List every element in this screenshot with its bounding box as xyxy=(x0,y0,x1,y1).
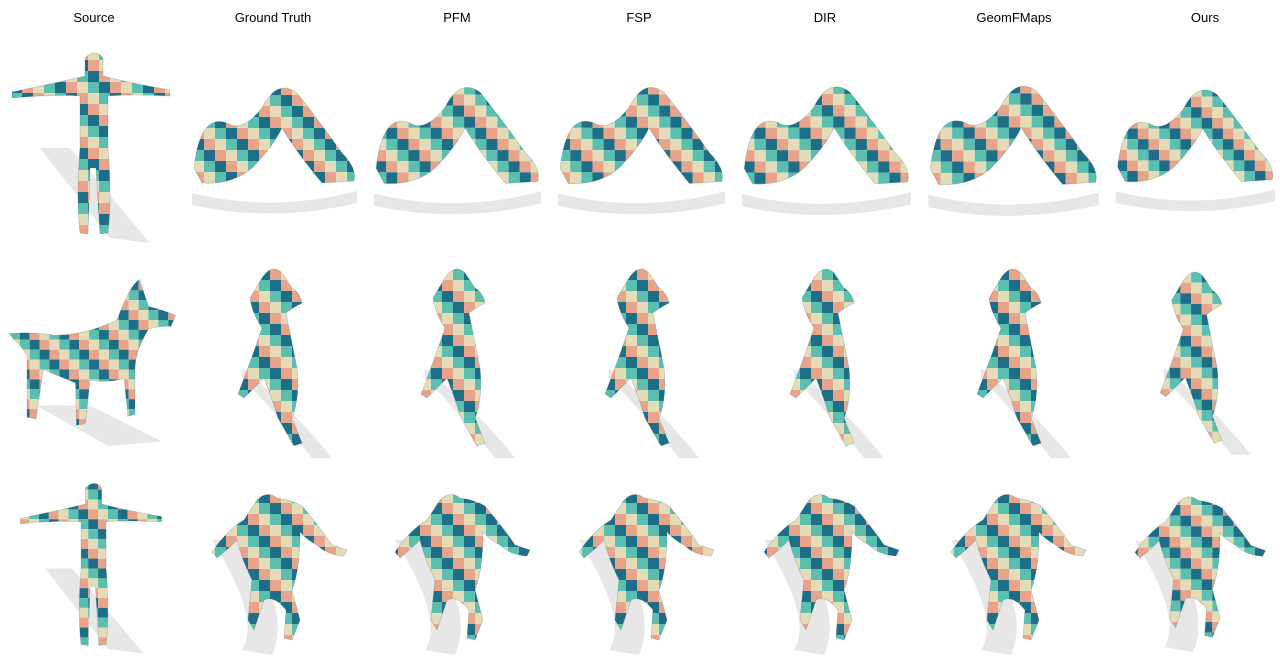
ground-shadow xyxy=(212,540,278,655)
human-yoga-pfm-cell xyxy=(364,38,546,248)
yoga-pose-render xyxy=(742,86,911,216)
human-dance-ours-cell xyxy=(1106,470,1280,658)
column-header: Source Ground Truth PFM FSP DIR GeomFMap… xyxy=(0,10,1280,30)
shape-outline xyxy=(604,268,670,447)
shape-outline xyxy=(193,87,355,184)
dog-dir-cell xyxy=(732,258,916,463)
ground-shadow xyxy=(36,405,162,446)
ground-shadow xyxy=(579,540,645,655)
results-grid xyxy=(0,38,1280,658)
dance-pose-render xyxy=(211,494,348,655)
human-yoga-geomfmaps-cell xyxy=(918,38,1104,248)
ground-shadow xyxy=(928,192,1099,216)
human-tpose-source-render xyxy=(11,52,171,243)
human-yoga-ours-cell xyxy=(1106,38,1280,248)
ground-shadow xyxy=(40,148,150,243)
col-label-dir: DIR xyxy=(813,10,837,25)
dog-sitting-render xyxy=(604,268,699,458)
shape-outline xyxy=(237,268,303,447)
col-label-ours: Ours xyxy=(1190,10,1220,25)
dog-geomfmaps-cell xyxy=(918,258,1104,463)
checker-texture xyxy=(790,269,854,446)
shape-outline xyxy=(559,87,723,185)
checker-texture xyxy=(421,269,485,446)
dog-sitting-render xyxy=(976,268,1071,458)
dog-sitting-render xyxy=(789,268,884,458)
col-label-geomfmaps: GeomFMaps xyxy=(976,10,1052,25)
dog-sitting-render xyxy=(420,268,515,458)
dog-ours-cell xyxy=(1106,258,1280,463)
ground-shadow xyxy=(45,568,144,654)
checker-texture xyxy=(977,269,1041,446)
checker-texture xyxy=(605,269,669,446)
ground-shadow xyxy=(742,192,911,216)
dog-sitting-render xyxy=(1159,271,1251,455)
col-label-source: Source xyxy=(73,10,115,25)
human-dance-fsp-cell xyxy=(548,470,730,658)
dance-pose-render xyxy=(1134,496,1267,652)
shape-outline xyxy=(950,494,1087,641)
yoga-pose-render xyxy=(1115,89,1276,212)
human-dance-ground-truth-cell xyxy=(182,470,362,658)
dog-standing-source-render xyxy=(8,278,176,446)
col-label-pfm: PFM xyxy=(443,10,471,25)
dance-pose-render xyxy=(578,494,715,655)
dog-fsp-cell xyxy=(548,258,730,463)
shape-outline xyxy=(578,494,715,641)
dog-pfm-cell xyxy=(364,258,546,463)
ground-shadow xyxy=(951,540,1017,655)
shape-outline xyxy=(763,494,900,641)
dance-pose-render xyxy=(394,494,531,655)
col-label-ground-truth: Ground Truth xyxy=(234,10,312,25)
dance-pose-render xyxy=(950,494,1087,655)
ground-shadow xyxy=(192,191,357,214)
ground-shadow xyxy=(1115,189,1276,212)
shape-outline xyxy=(11,52,171,235)
shape-outline xyxy=(420,268,486,447)
yoga-pose-render xyxy=(558,87,725,215)
col-label-fsp: FSP xyxy=(626,10,652,25)
ground-shadow xyxy=(764,540,830,655)
shape-outline xyxy=(1117,89,1274,183)
ground-shadow xyxy=(1135,540,1199,652)
shape-outline xyxy=(929,85,1097,185)
checker-texture xyxy=(12,53,170,234)
yoga-pose-render xyxy=(928,85,1099,216)
shape-outline xyxy=(8,278,176,426)
human-yoga-fsp-cell xyxy=(548,38,730,248)
dog-ground-truth-cell xyxy=(182,258,362,463)
human-dance-source-cell xyxy=(0,470,180,658)
yoga-pose-render xyxy=(192,87,357,214)
ground-shadow xyxy=(558,191,725,215)
checker-texture xyxy=(1160,272,1222,444)
shape-outline xyxy=(19,483,162,646)
shape-outline xyxy=(211,494,348,641)
dog-source-cell xyxy=(0,258,180,463)
shape-outline xyxy=(743,86,909,185)
dog-sitting-render xyxy=(237,268,332,458)
human-dance-pfm-cell xyxy=(364,470,546,658)
shape-outline xyxy=(789,268,855,447)
human-dance-dir-cell xyxy=(732,470,916,658)
shape-outline xyxy=(394,494,531,641)
human-yoga-source-cell xyxy=(0,38,180,248)
human-yoga-dir-cell xyxy=(732,38,916,248)
human-yoga-ground-truth-cell xyxy=(182,38,362,248)
shape-outline xyxy=(1134,496,1267,638)
ground-shadow xyxy=(395,540,461,655)
shape-outline xyxy=(1159,271,1223,444)
checker-texture xyxy=(238,269,302,446)
shape-outline xyxy=(375,87,539,185)
yoga-pose-render xyxy=(374,87,541,215)
human-tpose-source-render xyxy=(19,483,162,654)
dance-pose-render xyxy=(763,494,900,655)
ground-shadow xyxy=(374,191,541,215)
human-dance-geomfmaps-cell xyxy=(918,470,1104,658)
shape-outline xyxy=(976,268,1042,447)
